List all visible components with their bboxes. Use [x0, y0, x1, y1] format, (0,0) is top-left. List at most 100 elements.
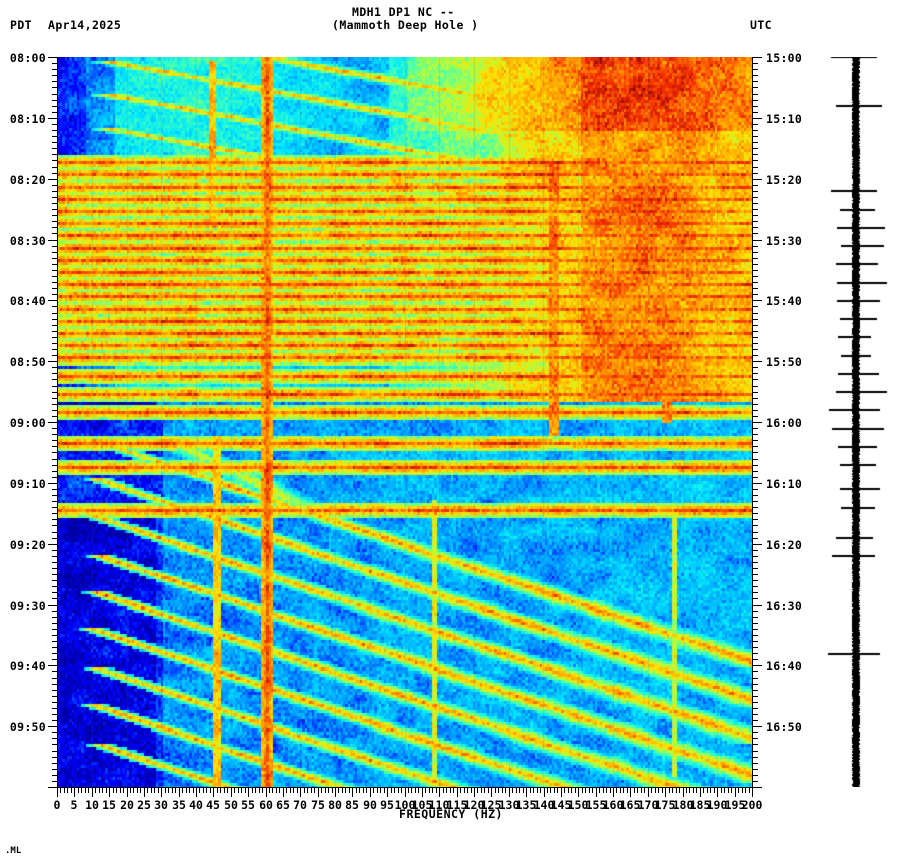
- frequency-minor-tick: [672, 788, 673, 793]
- frequency-minor-tick: [373, 788, 374, 793]
- left-axis-minor-tick: [52, 173, 57, 174]
- frequency-label: 150: [567, 798, 589, 812]
- right-axis-minor-tick: [753, 112, 758, 113]
- left-axis-minor-tick: [52, 611, 57, 612]
- right-axis-minor-tick: [753, 751, 758, 752]
- frequency-major-tick: [283, 788, 284, 797]
- left-axis-minor-tick: [52, 525, 57, 526]
- frequency-minor-tick: [721, 788, 722, 793]
- frequency-major-tick: [596, 788, 597, 797]
- right-axis-minor-tick: [753, 452, 758, 453]
- left-time-label: 08:20: [9, 173, 46, 187]
- frequency-minor-tick: [279, 788, 280, 793]
- frequency-minor-tick: [206, 788, 207, 793]
- left-axis-minor-tick: [52, 757, 57, 758]
- left-axis-major-tick: [48, 240, 57, 241]
- right-axis-minor-tick: [753, 81, 758, 82]
- left-axis-minor-tick: [52, 94, 57, 95]
- left-axis-major-tick: [48, 787, 57, 788]
- helicorder-trace-panel[interactable]: [820, 57, 902, 787]
- frequency-minor-tick: [530, 788, 531, 793]
- left-axis-minor-tick: [52, 233, 57, 234]
- station-title: MDH1 DP1 NC --: [352, 5, 455, 19]
- left-axis-minor-tick: [52, 136, 57, 137]
- left-time-label: 08:30: [9, 234, 46, 248]
- left-axis-minor-tick: [52, 63, 57, 64]
- frequency-minor-tick: [728, 788, 729, 793]
- frequency-minor-tick: [286, 788, 287, 793]
- frequency-minor-tick: [429, 788, 430, 793]
- site-name-title: (Mammoth Deep Hole ): [332, 18, 479, 32]
- frequency-minor-tick: [189, 788, 190, 793]
- frequency-major-tick: [613, 788, 614, 797]
- spectrogram-plot[interactable]: [57, 57, 752, 787]
- frequency-minor-tick: [599, 788, 600, 793]
- right-axis-minor-tick: [753, 495, 758, 496]
- frequency-label: 140: [533, 798, 555, 812]
- left-axis-minor-tick: [52, 574, 57, 575]
- frequency-minor-tick: [418, 788, 419, 793]
- left-axis-minor-tick: [52, 775, 57, 776]
- left-axis-minor-tick: [52, 452, 57, 453]
- right-axis-minor-tick: [753, 87, 758, 88]
- left-axis-minor-tick: [52, 343, 57, 344]
- right-axis-minor-tick: [753, 367, 758, 368]
- frequency-minor-tick: [95, 788, 96, 793]
- left-axis-minor-tick: [52, 373, 57, 374]
- right-axis-minor-tick: [753, 94, 758, 95]
- frequency-minor-tick: [537, 788, 538, 793]
- frequency-major-tick: [300, 788, 301, 797]
- right-axis-minor-tick: [753, 386, 758, 387]
- right-axis-minor-tick: [753, 446, 758, 447]
- frequency-minor-tick: [234, 788, 235, 793]
- right-axis-minor-tick: [753, 191, 758, 192]
- left-axis-minor-tick: [52, 465, 57, 466]
- left-time-label: 09:10: [9, 477, 46, 491]
- frequency-minor-tick: [669, 788, 670, 793]
- left-axis-major-tick: [48, 483, 57, 484]
- frequency-minor-tick: [662, 788, 663, 793]
- frequency-minor-tick: [398, 788, 399, 793]
- frequency-label: 70: [293, 798, 307, 812]
- right-axis-minor-tick: [753, 288, 758, 289]
- right-axis-minor-tick: [753, 167, 758, 168]
- frequency-major-tick: [248, 788, 249, 797]
- frequency-minor-tick: [394, 788, 395, 793]
- left-axis-minor-tick: [52, 647, 57, 648]
- frequency-major-tick: [474, 788, 475, 797]
- right-axis-minor-tick: [753, 63, 758, 64]
- frequency-minor-tick: [199, 788, 200, 793]
- right-axis-minor-tick: [753, 684, 758, 685]
- right-time-label: 16:40: [766, 659, 803, 673]
- frequency-minor-tick: [724, 788, 725, 793]
- left-axis-major-tick: [48, 665, 57, 666]
- left-axis-minor-tick: [52, 313, 57, 314]
- left-axis-minor-tick: [52, 416, 57, 417]
- right-axis-minor-tick: [753, 586, 758, 587]
- frequency-minor-tick: [220, 788, 221, 793]
- frequency-minor-tick: [568, 788, 569, 793]
- right-axis-minor-tick: [753, 477, 758, 478]
- helicorder-trace-image: [820, 57, 902, 787]
- right-axis-minor-tick: [753, 714, 758, 715]
- frequency-major-tick: [422, 788, 423, 797]
- right-axis-major-tick: [753, 179, 762, 180]
- frequency-label: 110: [428, 798, 450, 812]
- frequency-minor-tick: [623, 788, 624, 793]
- frequency-minor-tick: [627, 788, 628, 793]
- left-axis-minor-tick: [52, 763, 57, 764]
- right-axis-minor-tick: [753, 331, 758, 332]
- left-axis-minor-tick: [52, 671, 57, 672]
- right-axis-major-tick: [753, 787, 762, 788]
- left-axis-minor-tick: [52, 629, 57, 630]
- frequency-label: 75: [311, 798, 325, 812]
- left-axis-minor-tick: [52, 501, 57, 502]
- right-axis-minor-tick: [753, 671, 758, 672]
- frequency-minor-tick: [484, 788, 485, 793]
- right-axis-minor-tick: [753, 373, 758, 374]
- left-axis-minor-tick: [52, 720, 57, 721]
- left-axis-major-tick: [48, 361, 57, 362]
- left-axis-minor-tick: [52, 738, 57, 739]
- frequency-minor-tick: [606, 788, 607, 793]
- right-axis-minor-tick: [753, 501, 758, 502]
